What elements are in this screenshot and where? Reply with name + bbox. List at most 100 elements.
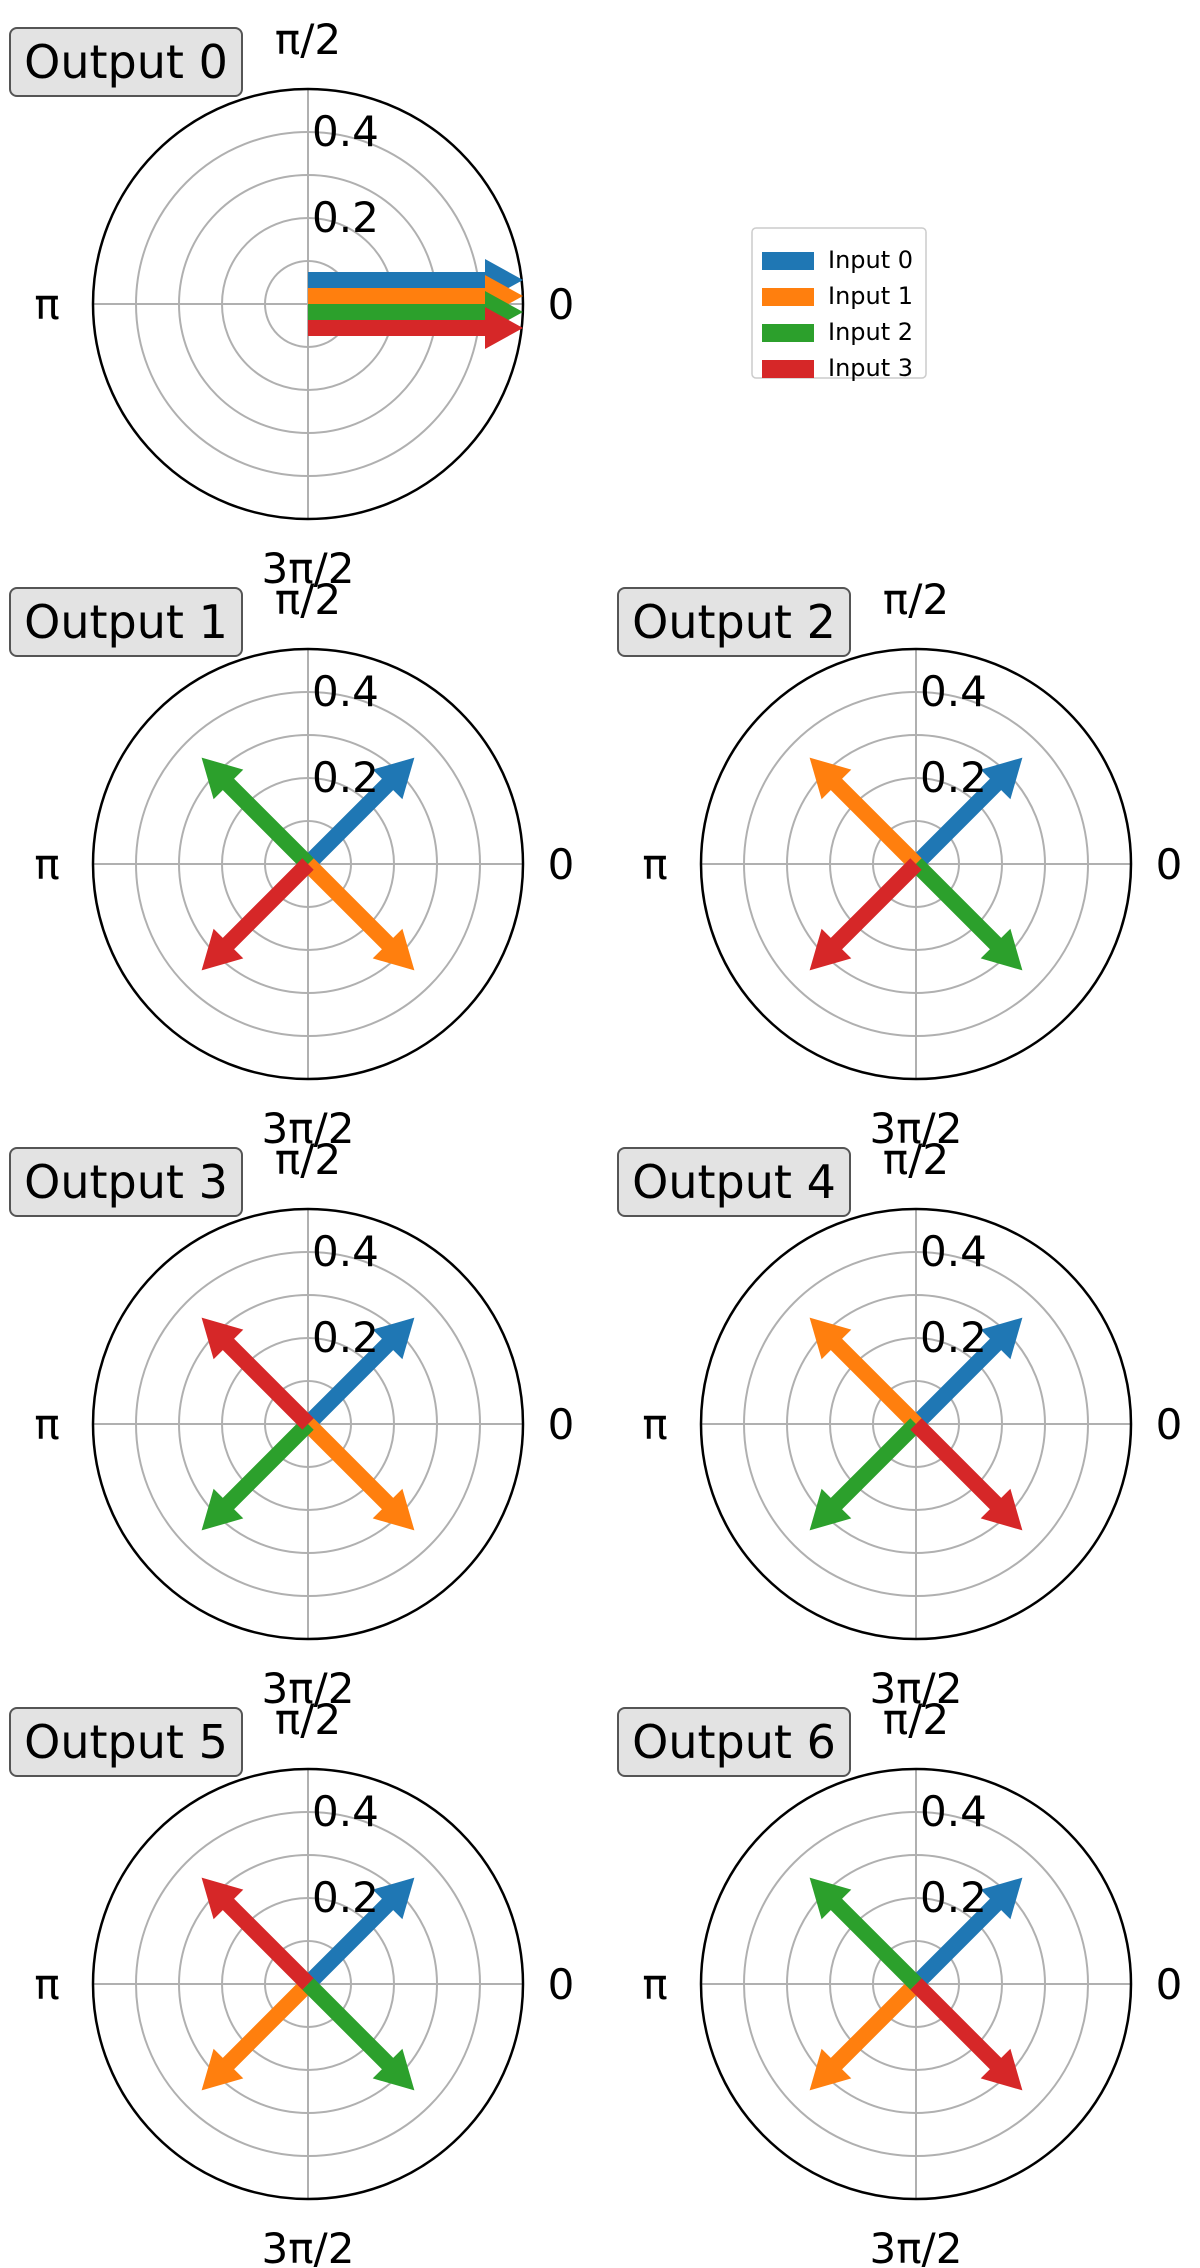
radial-tick-label: 0.4 bbox=[920, 1787, 987, 1836]
arrow-input-3 bbox=[308, 307, 523, 349]
arrow-input-1 bbox=[809, 1978, 922, 2091]
panel-title: Output 1 bbox=[24, 595, 228, 649]
panel-title-box bbox=[617, 1147, 851, 1217]
arrow-input-0 bbox=[910, 1317, 1023, 1430]
angle-tick-label: π bbox=[34, 280, 59, 329]
panel-title: Output 4 bbox=[632, 1155, 836, 1209]
radial-tick-label: 0.4 bbox=[312, 667, 379, 716]
angle-tick-label: 0 bbox=[548, 840, 575, 889]
polar-frame bbox=[91, 1207, 525, 1641]
angle-tick-label: 3π/2 bbox=[870, 2224, 963, 2268]
angle-tick-label: π bbox=[642, 1400, 667, 1449]
arrow-input-2 bbox=[201, 757, 314, 870]
arrow-input-1 bbox=[302, 1418, 415, 1531]
radial-tick-label: 0.2 bbox=[920, 1313, 987, 1362]
legend-label: Input 1 bbox=[828, 282, 913, 310]
panel-title: Output 0 bbox=[24, 35, 228, 89]
angle-tick-label: 3π/2 bbox=[262, 1104, 355, 1153]
angle-tick-label: π bbox=[34, 1960, 59, 2009]
arrow-input-1 bbox=[302, 858, 415, 971]
legend-swatch bbox=[762, 252, 814, 270]
legend-label: Input 0 bbox=[828, 246, 913, 274]
angle-tick-label: π/2 bbox=[275, 15, 341, 64]
arrow-input-0 bbox=[910, 757, 1023, 870]
angle-tick-label: π bbox=[642, 840, 667, 889]
radial-tick-label: 0.2 bbox=[920, 1873, 987, 1922]
angle-tick-label: π/2 bbox=[275, 1135, 341, 1184]
angle-tick-label: 0 bbox=[548, 1400, 575, 1449]
polar-panel-6: 0.2 0.4 0 π/2 π 3π/2 Output 6 bbox=[617, 1695, 1183, 2268]
angle-tick-label: 3π/2 bbox=[870, 1104, 963, 1153]
legend: Input 0 Input 1 Input 2 Input 3 bbox=[751, 227, 927, 382]
arrow-input-1 bbox=[809, 757, 922, 870]
angle-tick-label: 0 bbox=[1156, 840, 1183, 889]
arrow-input-1 bbox=[201, 1978, 314, 2091]
arrow-input-0 bbox=[308, 259, 523, 301]
panel-title-box bbox=[617, 1707, 851, 1777]
polar-frame bbox=[91, 647, 525, 1081]
angle-tick-label: π bbox=[642, 1960, 667, 2009]
arrow-input-3 bbox=[201, 858, 314, 971]
arrow-input-3 bbox=[201, 1317, 314, 1430]
polar-panel-5: 0.2 0.4 0 π/2 π 3π/2 Output 5 bbox=[9, 1695, 574, 2268]
angle-tick-label: π/2 bbox=[275, 1695, 341, 1744]
panel-title-box bbox=[9, 1707, 243, 1777]
panel-title: Output 2 bbox=[632, 595, 836, 649]
polar-frame bbox=[699, 647, 1133, 1081]
polar-panel-2: 0.2 0.4 0 π/2 π 3π/2 Output 2 bbox=[617, 575, 1183, 1153]
polar-panel-0: 0.2 0.4 0 π/2 π 3π/2 Output 0 bbox=[9, 15, 575, 593]
arrow-input-2 bbox=[308, 291, 523, 333]
angle-tick-label: 3π/2 bbox=[262, 1664, 355, 1713]
angle-tick-label: π/2 bbox=[883, 1135, 949, 1184]
panel-title-box bbox=[9, 27, 243, 97]
arrow-input-3 bbox=[910, 1978, 1023, 2091]
radial-tick-label: 0.2 bbox=[312, 1313, 379, 1362]
arrow-input-0 bbox=[910, 1877, 1023, 1990]
angle-tick-label: 3π/2 bbox=[262, 2224, 355, 2268]
radial-tick-label: 0.4 bbox=[920, 667, 987, 716]
arrow-input-1 bbox=[809, 1317, 922, 1430]
polar-frame bbox=[699, 1767, 1133, 2201]
arrow-input-2 bbox=[201, 1418, 314, 1531]
angle-tick-label: 0 bbox=[548, 280, 575, 329]
radial-tick-label: 0.2 bbox=[920, 753, 987, 802]
arrow-input-3 bbox=[910, 1418, 1023, 1531]
panel-title-box bbox=[9, 587, 243, 657]
arrow-input-1 bbox=[308, 275, 523, 317]
angle-tick-label: π/2 bbox=[275, 575, 341, 624]
angle-tick-label: π/2 bbox=[883, 575, 949, 624]
angle-tick-label: 3π/2 bbox=[262, 544, 355, 593]
legend-label: Input 2 bbox=[828, 318, 913, 346]
arrow-input-3 bbox=[809, 858, 922, 971]
legend-swatch bbox=[762, 288, 814, 306]
arrow-input-2 bbox=[910, 858, 1023, 971]
arrow-input-2 bbox=[809, 1877, 922, 1990]
polar-frame bbox=[699, 1207, 1133, 1641]
polar-panel-1: 0.2 0.4 0 π/2 π 3π/2 Output 1 bbox=[9, 575, 575, 1153]
legend-label: Input 3 bbox=[828, 354, 913, 382]
panel-title: Output 5 bbox=[24, 1715, 228, 1769]
panel-title-box bbox=[9, 1147, 243, 1217]
radial-tick-label: 0.4 bbox=[312, 1787, 379, 1836]
angle-tick-label: π bbox=[34, 840, 59, 889]
angle-tick-label: π bbox=[34, 1400, 59, 1449]
polar-panel-3: 0.2 0.4 0 π/2 π 3π/2 Output 3 bbox=[9, 1135, 575, 1713]
panel-title: Output 3 bbox=[24, 1155, 228, 1209]
arrow-input-3 bbox=[201, 1877, 314, 1990]
polar-frame bbox=[91, 1767, 525, 2201]
radial-tick-label: 0.4 bbox=[312, 1227, 379, 1276]
radial-tick-label: 0.4 bbox=[312, 107, 379, 156]
polar-frame bbox=[91, 87, 525, 521]
arrow-input-2 bbox=[302, 1978, 415, 2091]
arrow-input-0 bbox=[302, 1317, 415, 1430]
arrow-input-0 bbox=[302, 757, 415, 870]
radial-tick-label: 0.2 bbox=[312, 753, 379, 802]
angle-tick-label: π/2 bbox=[883, 1695, 949, 1744]
arrow-input-0 bbox=[302, 1877, 415, 1990]
panel-title: Output 6 bbox=[632, 1715, 836, 1769]
legend-swatch bbox=[762, 360, 814, 378]
radial-tick-label: 0.4 bbox=[920, 1227, 987, 1276]
angle-tick-label: 0 bbox=[1156, 1400, 1183, 1449]
angle-tick-label: 0 bbox=[1156, 1960, 1183, 2009]
